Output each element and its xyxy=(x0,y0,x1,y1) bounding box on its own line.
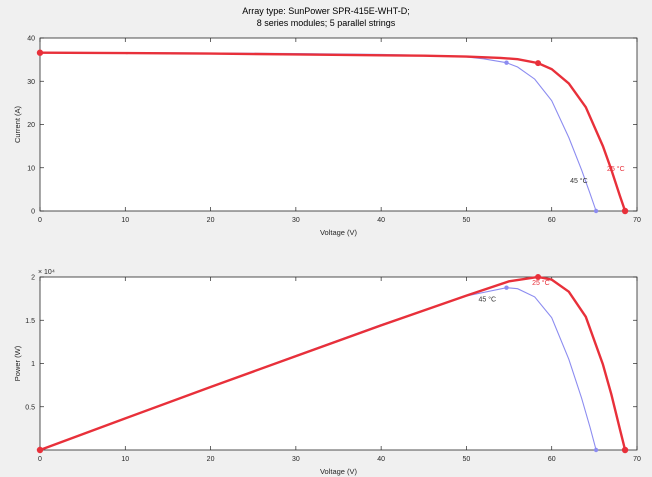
y-exponent-label: × 10⁴ xyxy=(38,269,55,276)
x-tick-label: 70 xyxy=(633,217,641,224)
y-tick-label: 2 xyxy=(31,275,35,282)
x-tick-label: 10 xyxy=(121,456,129,463)
y-tick-label: 0 xyxy=(31,209,35,216)
x-tick-label: 0 xyxy=(38,217,42,224)
x-axis-label: Voltage (V) xyxy=(320,467,358,476)
x-tick-label: 60 xyxy=(548,456,556,463)
mpp-marker-45c xyxy=(504,60,509,65)
series-line-25c xyxy=(39,51,627,212)
x-tick-label: 70 xyxy=(633,456,641,463)
end-marker-45c xyxy=(593,447,599,453)
axes-box xyxy=(39,37,638,212)
y-tick-label: 10 xyxy=(27,165,35,172)
y-tick-label: 0.5 xyxy=(25,404,35,411)
series-label-25c: 25 °C xyxy=(607,165,625,173)
series-label-45c: 45 °C xyxy=(570,177,588,185)
x-tick-label: 60 xyxy=(548,217,556,224)
x-tick-label: 20 xyxy=(207,217,215,224)
y-tick-label: 30 xyxy=(27,79,35,86)
axes-box xyxy=(39,276,638,451)
x-tick-label: 10 xyxy=(121,217,129,224)
series-label-25c: 25 °C xyxy=(532,279,550,287)
current-voltage-plot: 0 10 20 30 40 50 60 70 0 10 20 30 40 Voltage (V) Curre… xyxy=(13,36,641,238)
x-tick-label: 40 xyxy=(377,456,385,463)
power-voltage-plot: 0 10 20 30 40 50 60 70 0.5 1 1.5 2 Voltage (V) Power … xyxy=(13,269,641,476)
end-marker-25c xyxy=(621,207,629,215)
series-label-45c: 45 °C xyxy=(479,296,497,304)
y-tick-label: 1 xyxy=(31,361,35,368)
start-marker xyxy=(36,446,44,454)
end-marker-45c xyxy=(593,208,599,214)
figure-title-line2: 8 series modules; 5 parallel strings xyxy=(257,18,396,28)
x-tick-label: 0 xyxy=(38,456,42,463)
x-tick-label: 20 xyxy=(207,456,215,463)
start-marker xyxy=(36,49,44,56)
x-tick-label: 30 xyxy=(292,217,300,224)
end-marker-25c xyxy=(621,446,629,454)
x-tick-label: 40 xyxy=(377,217,385,224)
x-tick-label: 50 xyxy=(463,217,471,224)
mpp-marker-25c xyxy=(535,60,542,67)
x-axis-label: Voltage (V) xyxy=(320,228,358,237)
x-tick-label: 50 xyxy=(463,456,471,463)
y-tick-label: 20 xyxy=(27,122,35,129)
figure-title-line1: Array type: SunPower SPR-415E-WHT-D; xyxy=(242,6,410,16)
y-axis-label: Power (W) xyxy=(13,345,22,381)
y-tick-label: 1.5 xyxy=(25,318,35,325)
mpp-marker-25c xyxy=(535,274,542,280)
y-axis-label: Current (A) xyxy=(13,105,22,143)
mpp-marker-45c xyxy=(504,285,509,290)
x-tick-label: 30 xyxy=(292,456,300,463)
y-tick-label: 40 xyxy=(27,36,35,43)
